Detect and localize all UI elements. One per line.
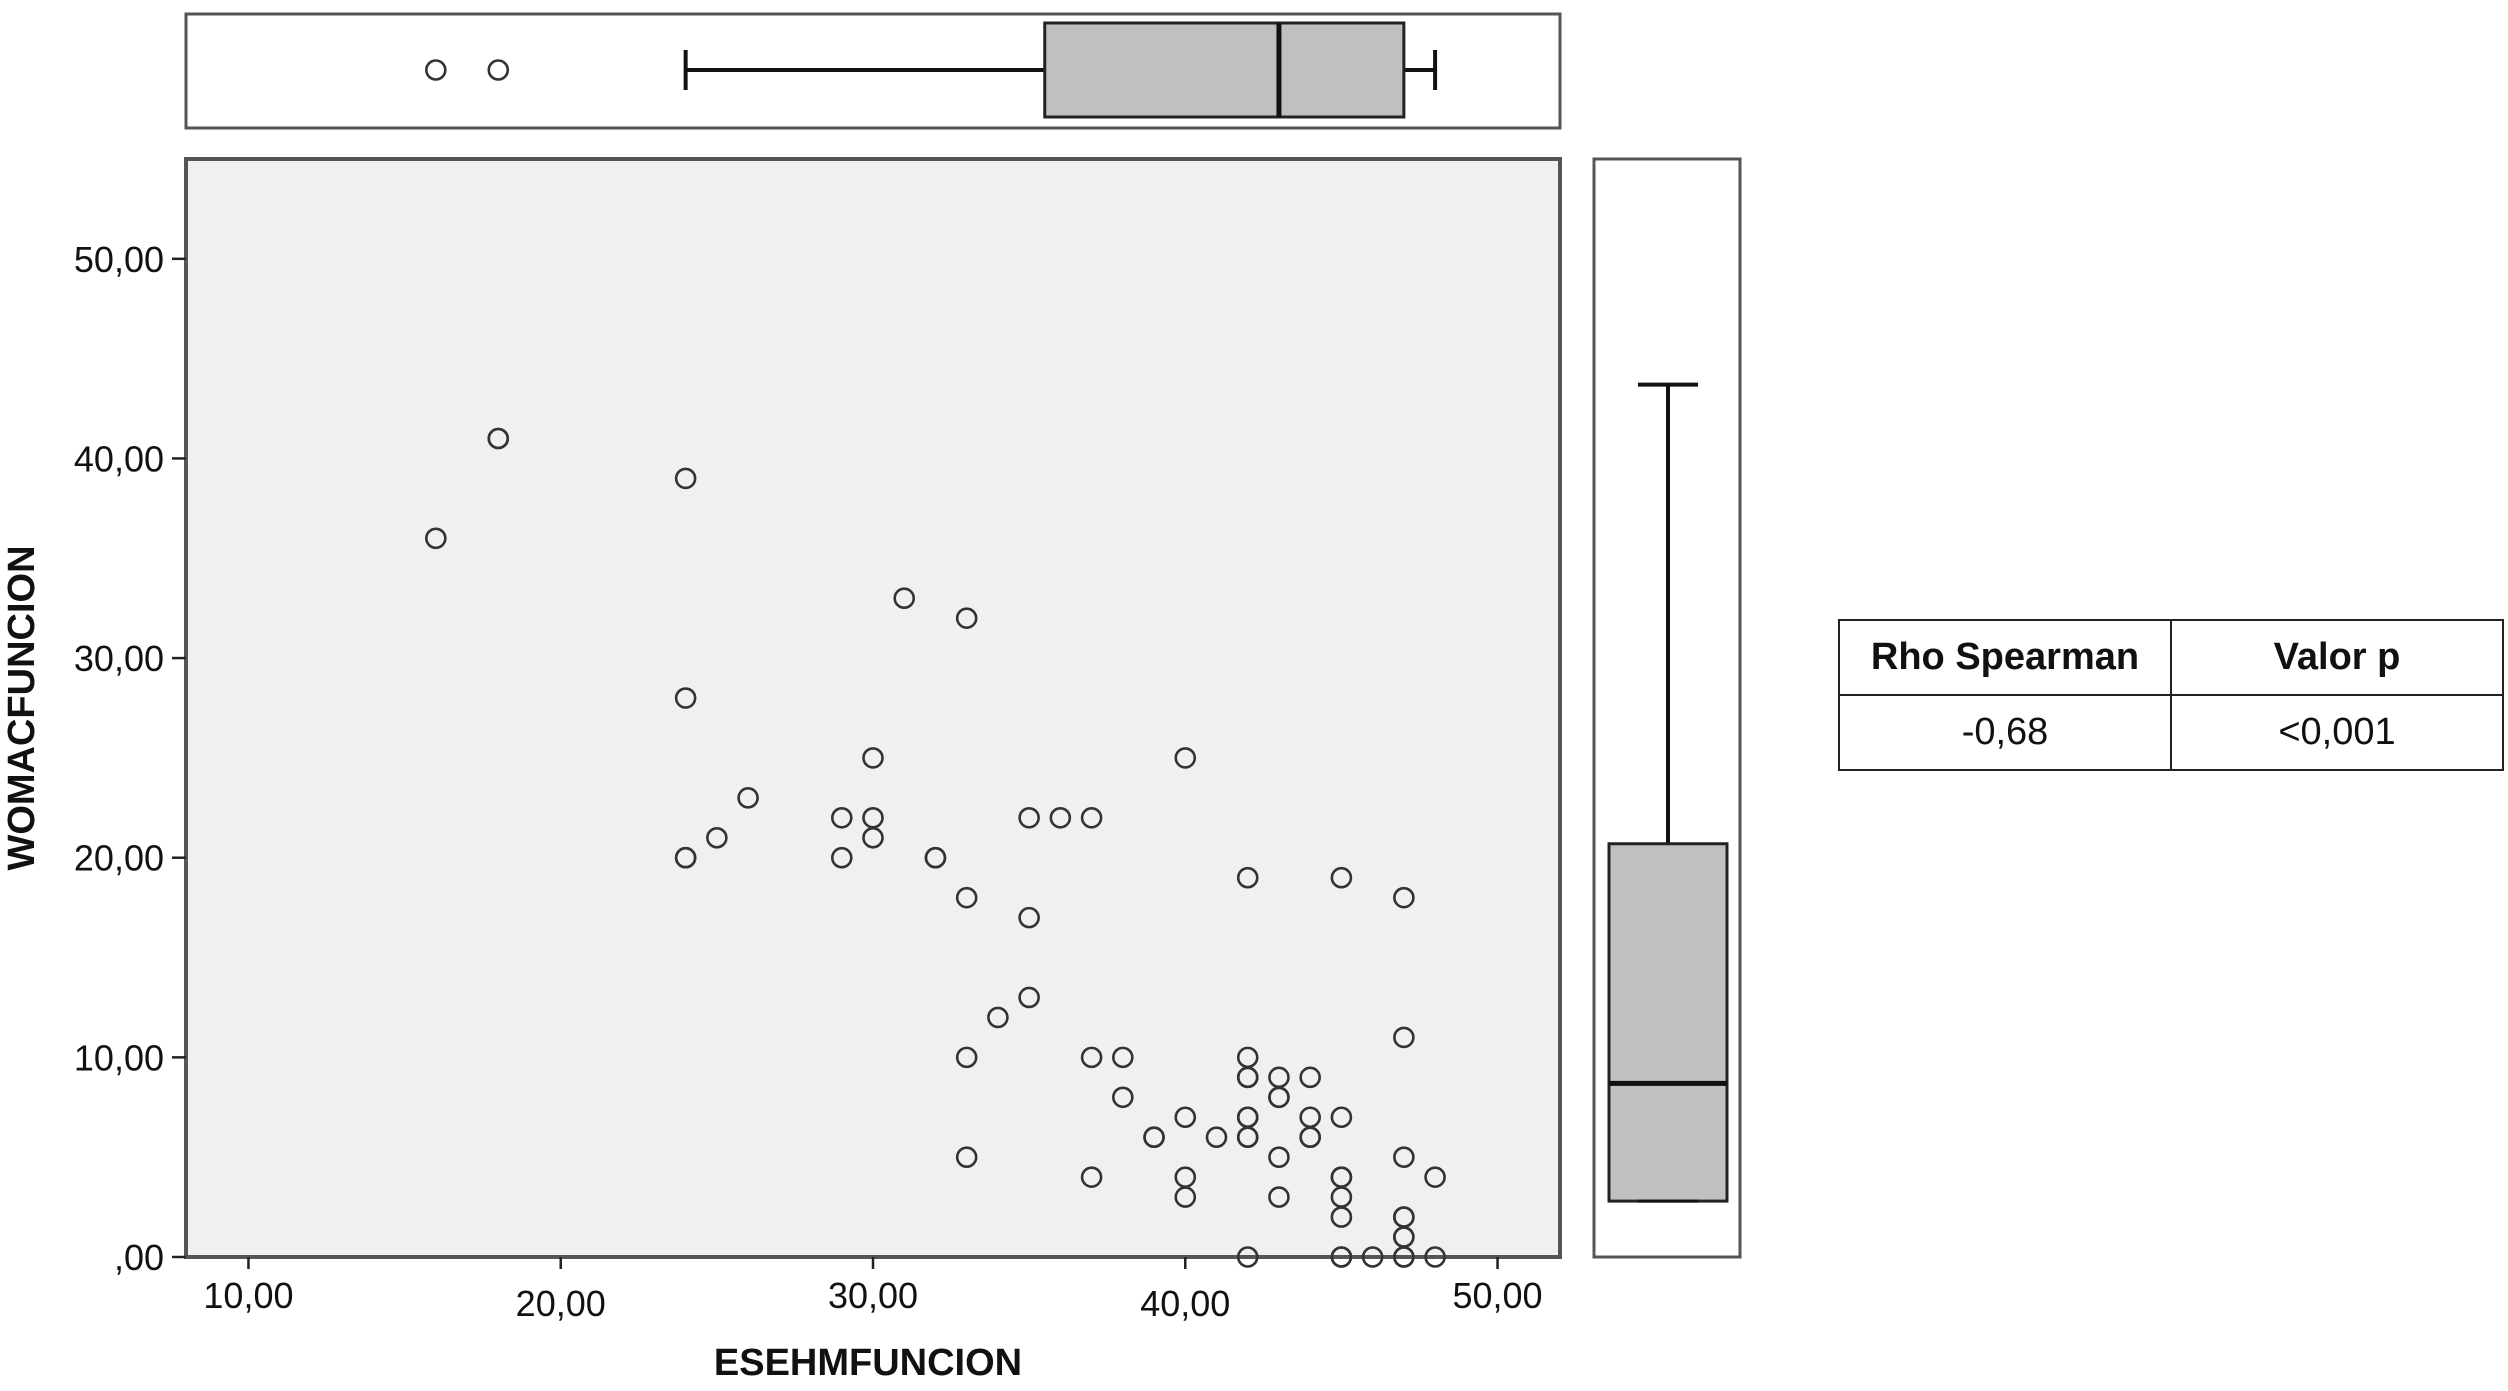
- data-point: [1174, 747, 1197, 769]
- header-p-value: Valor p: [2170, 619, 2504, 696]
- rho-value: -0,68: [1838, 694, 2172, 771]
- y-axis-title: WOMACFUNCION: [1, 545, 43, 870]
- data-point: [1205, 1126, 1228, 1149]
- data-point: [1393, 1026, 1415, 1049]
- data-point: [830, 806, 853, 829]
- data-point: [674, 687, 697, 709]
- data-point: [1112, 1086, 1134, 1109]
- right-boxplot: [1607, 382, 1729, 1203]
- data-point: [893, 587, 916, 610]
- x-tick-label: 20,00: [516, 1283, 606, 1324]
- table-row: -0,68 <0,001: [1838, 694, 2504, 771]
- data-point: [674, 846, 697, 869]
- data-point: [955, 1046, 978, 1069]
- data-point: [674, 467, 697, 490]
- top-outlier: [425, 59, 447, 81]
- data-point: [1143, 1126, 1165, 1149]
- data-point: [1236, 1246, 1259, 1268]
- data-point: [1174, 1186, 1197, 1208]
- scatter-points: [425, 427, 1446, 1268]
- data-point: [1330, 1206, 1353, 1228]
- data-point: [1018, 906, 1040, 929]
- data-point: [830, 846, 853, 869]
- data-point: [1424, 1246, 1446, 1268]
- data-point: [1424, 1166, 1446, 1188]
- data-point: [737, 787, 759, 809]
- x-axis-title: ESEHMFUNCION: [714, 1342, 1022, 1384]
- data-point: [1330, 1106, 1353, 1129]
- data-point: [425, 527, 447, 550]
- data-point: [1393, 1246, 1415, 1268]
- data-point: [1393, 886, 1415, 909]
- data-point: [1299, 1066, 1321, 1089]
- x-tick-label: 50,00: [1452, 1275, 1542, 1316]
- data-point: [987, 1006, 1009, 1029]
- data-point: [1330, 866, 1353, 889]
- y-tick-label: 30,00: [74, 638, 164, 679]
- table-header-row: Rho Spearman Valor p: [1838, 619, 2504, 696]
- y-tick-label: 20,00: [74, 838, 164, 879]
- data-point: [924, 846, 947, 869]
- data-point: [955, 1146, 978, 1168]
- data-point: [1080, 1046, 1103, 1069]
- right-box-iqr: [1607, 842, 1729, 1203]
- data-point: [1018, 806, 1040, 829]
- data-point: [1174, 1106, 1197, 1129]
- spearman-table: Rho Spearman Valor p -0,68 <0,001: [1838, 619, 2504, 771]
- data-point: [1268, 1146, 1290, 1168]
- data-point: [1018, 986, 1040, 1009]
- x-axis: 10,00 20,00 30,00 40,00 50,00: [203, 1257, 1543, 1324]
- data-point: [1112, 1046, 1134, 1069]
- data-point: [487, 427, 510, 450]
- top-boxplot: [425, 21, 1438, 119]
- data-point: [1361, 1246, 1384, 1268]
- p-value: <0,001: [2170, 694, 2504, 771]
- data-point: [1330, 1246, 1353, 1268]
- data-point: [1080, 1166, 1103, 1188]
- data-point: [706, 826, 728, 849]
- data-point: [1080, 806, 1103, 829]
- y-axis: ,00 10,00 20,00 30,00 40,00 50,00: [74, 239, 186, 1278]
- data-point: [1299, 1126, 1321, 1149]
- header-rho: Rho Spearman: [1838, 619, 2172, 696]
- x-tick-label: 40,00: [1140, 1283, 1230, 1324]
- plot-area: [184, 157, 1562, 1259]
- data-point: [1268, 1086, 1290, 1109]
- data-point: [1049, 806, 1072, 829]
- data-point: [955, 607, 978, 629]
- data-point: [1268, 1186, 1290, 1208]
- y-tick-label: ,00: [114, 1237, 164, 1278]
- data-point: [862, 826, 884, 849]
- top-box-iqr: [1043, 21, 1406, 119]
- data-point: [955, 886, 978, 909]
- data-point: [1393, 1146, 1415, 1168]
- x-tick-label: 30,00: [828, 1275, 918, 1316]
- data-point: [1236, 866, 1259, 889]
- data-point: [862, 747, 884, 769]
- data-point: [1236, 1066, 1259, 1089]
- y-tick-label: 50,00: [74, 239, 164, 280]
- x-tick-label: 10,00: [203, 1275, 293, 1316]
- y-tick-label: 10,00: [74, 1037, 164, 1078]
- data-point: [1236, 1126, 1259, 1149]
- y-tick-label: 40,00: [74, 438, 164, 479]
- top-outlier: [487, 59, 510, 81]
